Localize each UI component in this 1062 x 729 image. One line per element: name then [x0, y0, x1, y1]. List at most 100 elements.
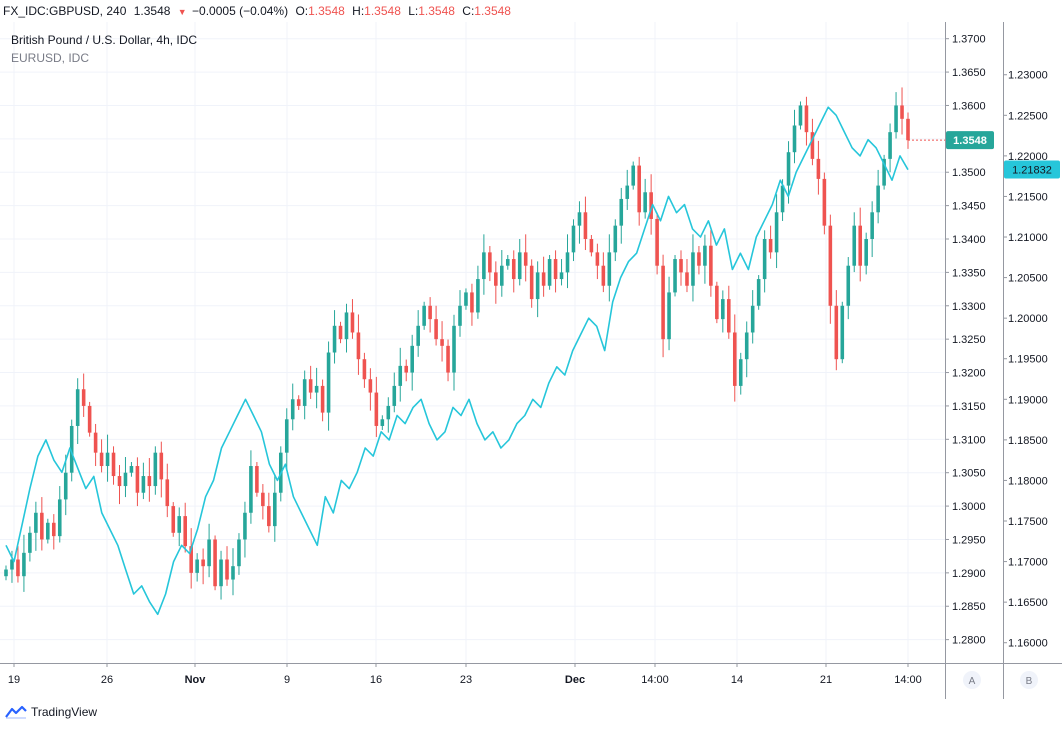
candle-body — [302, 379, 307, 406]
candle-body — [338, 325, 343, 340]
candle-body — [876, 185, 880, 213]
candle-body — [189, 546, 193, 573]
candle-body — [888, 132, 892, 159]
scale-mode-label: B — [1026, 676, 1033, 687]
candle-body — [201, 559, 205, 567]
candle-body — [852, 225, 857, 266]
candle-body — [28, 532, 32, 553]
right-scale-tick-label: 1.16000 — [1008, 638, 1048, 650]
scale-mode-button-a[interactable] — [963, 671, 981, 689]
candle-body — [117, 476, 122, 487]
candle-body — [882, 158, 886, 186]
candle-body — [40, 512, 44, 540]
x-tick-label: 9 — [284, 674, 290, 686]
left-scale-tick-label: 1.3150 — [952, 401, 986, 413]
x-tick-label: 19 — [8, 674, 20, 686]
compare-series — [5, 106, 909, 616]
candle-body — [34, 512, 38, 533]
candle-body — [22, 552, 26, 577]
candle-body — [284, 419, 289, 453]
candle-body — [63, 472, 68, 500]
candle-body — [637, 165, 641, 213]
candle-body — [894, 105, 898, 133]
open-label: O: — [295, 4, 309, 18]
x-tick-label: 16 — [370, 674, 382, 686]
candle-body — [261, 492, 265, 507]
candle-body — [326, 352, 331, 413]
candle-body — [834, 305, 839, 360]
candle-body — [386, 405, 391, 420]
candle-body — [446, 345, 450, 373]
candle-body — [721, 299, 725, 320]
candle-body — [129, 466, 134, 473]
x-tick-label: 21 — [820, 674, 832, 686]
candle-body — [631, 165, 636, 186]
candle-body — [69, 425, 74, 473]
compare-series-legend[interactable]: EURUSD, IDC — [11, 51, 90, 65]
right-scale-tick-label: 1.21500 — [1008, 191, 1048, 203]
candle-body — [458, 305, 462, 326]
candle-body — [691, 252, 695, 286]
candle-body — [171, 506, 176, 533]
candle-body — [422, 305, 426, 326]
candle-body — [267, 506, 271, 527]
candle-body — [344, 312, 349, 340]
candle-body — [308, 379, 313, 393]
left-scale-tick-label: 1.3400 — [952, 234, 986, 246]
candle-body — [123, 472, 128, 487]
candle-body — [141, 476, 146, 493]
candle-body — [816, 158, 821, 179]
symbol-header: FX_IDC:GBPUSD, 240 1.3548 ▼ −0.0005 (−0.… — [0, 0, 1062, 22]
open-value: 1.3548 — [308, 4, 345, 18]
right-scale-tick-label: 1.20500 — [1008, 273, 1048, 285]
candle-body — [135, 466, 140, 493]
right-scale-tick-label: 1.19500 — [1008, 354, 1048, 366]
last-price-label: 1.3548 — [953, 135, 987, 147]
candle-body — [679, 259, 683, 273]
candle-body — [16, 559, 20, 577]
right-scale-tick-label: 1.18500 — [1008, 435, 1048, 447]
candle-body — [595, 252, 600, 266]
candle-body — [410, 345, 414, 373]
left-scale-tick-label: 1.3350 — [952, 267, 986, 279]
close-label: C: — [462, 4, 475, 18]
candle-body — [494, 272, 498, 286]
candle-body — [780, 185, 785, 213]
x-tick-label: Dec — [565, 674, 585, 686]
right-scale-tick-label: 1.19000 — [1008, 394, 1048, 406]
candle-body — [828, 225, 833, 306]
candle-body — [906, 118, 910, 141]
right-scale-tick-label: 1.22000 — [1008, 151, 1048, 163]
candle-body — [314, 385, 319, 393]
main-series-legend[interactable]: British Pound / U.S. Dollar, 4h, IDC — [11, 33, 198, 47]
x-tick-label: 23 — [460, 674, 472, 686]
candle-body — [482, 252, 486, 280]
candle-body — [46, 522, 50, 540]
candle-body — [667, 292, 671, 340]
candle-body — [583, 212, 588, 240]
candle-body — [87, 405, 92, 433]
candle-body — [577, 212, 582, 226]
left-scale-tick-label: 1.3450 — [952, 201, 986, 213]
candle-body — [655, 218, 659, 266]
candle-body — [846, 265, 851, 306]
price-chart[interactable]: 1.37001.36501.36001.35501.35001.34501.34… — [0, 22, 1062, 699]
tradingview-logo[interactable]: TradingView — [5, 705, 97, 719]
left-scale-tick-label: 1.3200 — [952, 368, 986, 380]
candle-body — [511, 259, 516, 280]
candle-body — [51, 522, 56, 537]
last-price-badge — [946, 131, 994, 150]
left-scale-tick-label: 1.3100 — [952, 434, 986, 446]
scale-mode-button-b[interactable] — [1020, 671, 1038, 689]
right-scale-tick-label: 1.17500 — [1008, 516, 1048, 528]
compare-price-badge — [1004, 160, 1060, 179]
candle-body — [177, 516, 182, 533]
candle-body — [535, 272, 540, 300]
candle-body — [273, 492, 277, 527]
symbol-label[interactable]: FX_IDC:GBPUSD, 240 — [3, 4, 127, 18]
footer: TradingView — [0, 699, 1062, 729]
compare-line — [5, 106, 909, 616]
candle-body — [476, 279, 480, 313]
left-scale-tick-label: 1.3600 — [952, 100, 986, 112]
candle-body — [738, 359, 743, 386]
